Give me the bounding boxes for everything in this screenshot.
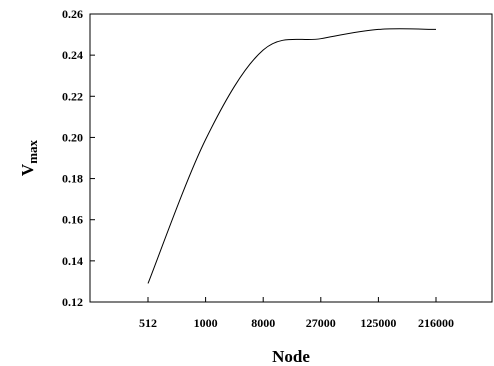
y-tick-label: 0.18 <box>62 172 83 186</box>
plot-frame <box>89 13 493 303</box>
x-tick-label: 125000 <box>360 316 396 330</box>
y-axis-title: Vmax <box>18 139 40 176</box>
x-tick-label: 27000 <box>306 316 336 330</box>
series-line <box>147 28 437 284</box>
y-tick-label: 0.24 <box>62 48 83 62</box>
y-tick-label: 0.20 <box>62 130 83 144</box>
x-axis-title: Node <box>272 347 310 366</box>
y-tick-label: 0.12 <box>62 295 83 309</box>
x-tick-label: 1000 <box>194 316 218 330</box>
y-tick-label: 0.22 <box>62 89 83 103</box>
y-axis-title-main: V <box>18 163 37 176</box>
x-tick-label: 512 <box>139 316 157 330</box>
y-axis: 0.12 0.14 0.16 0.18 0.20 0.22 0.24 0.26 <box>62 7 95 309</box>
y-tick-label: 0.14 <box>62 254 83 268</box>
x-tick-label: 8000 <box>251 316 275 330</box>
x-axis: 512 1000 8000 27000 125000 216000 <box>139 297 454 330</box>
y-axis-title-sub: max <box>25 139 40 163</box>
x-tick-label: 216000 <box>418 316 454 330</box>
y-tick-label: 0.26 <box>62 7 83 21</box>
y-tick-label: 0.16 <box>62 213 83 227</box>
